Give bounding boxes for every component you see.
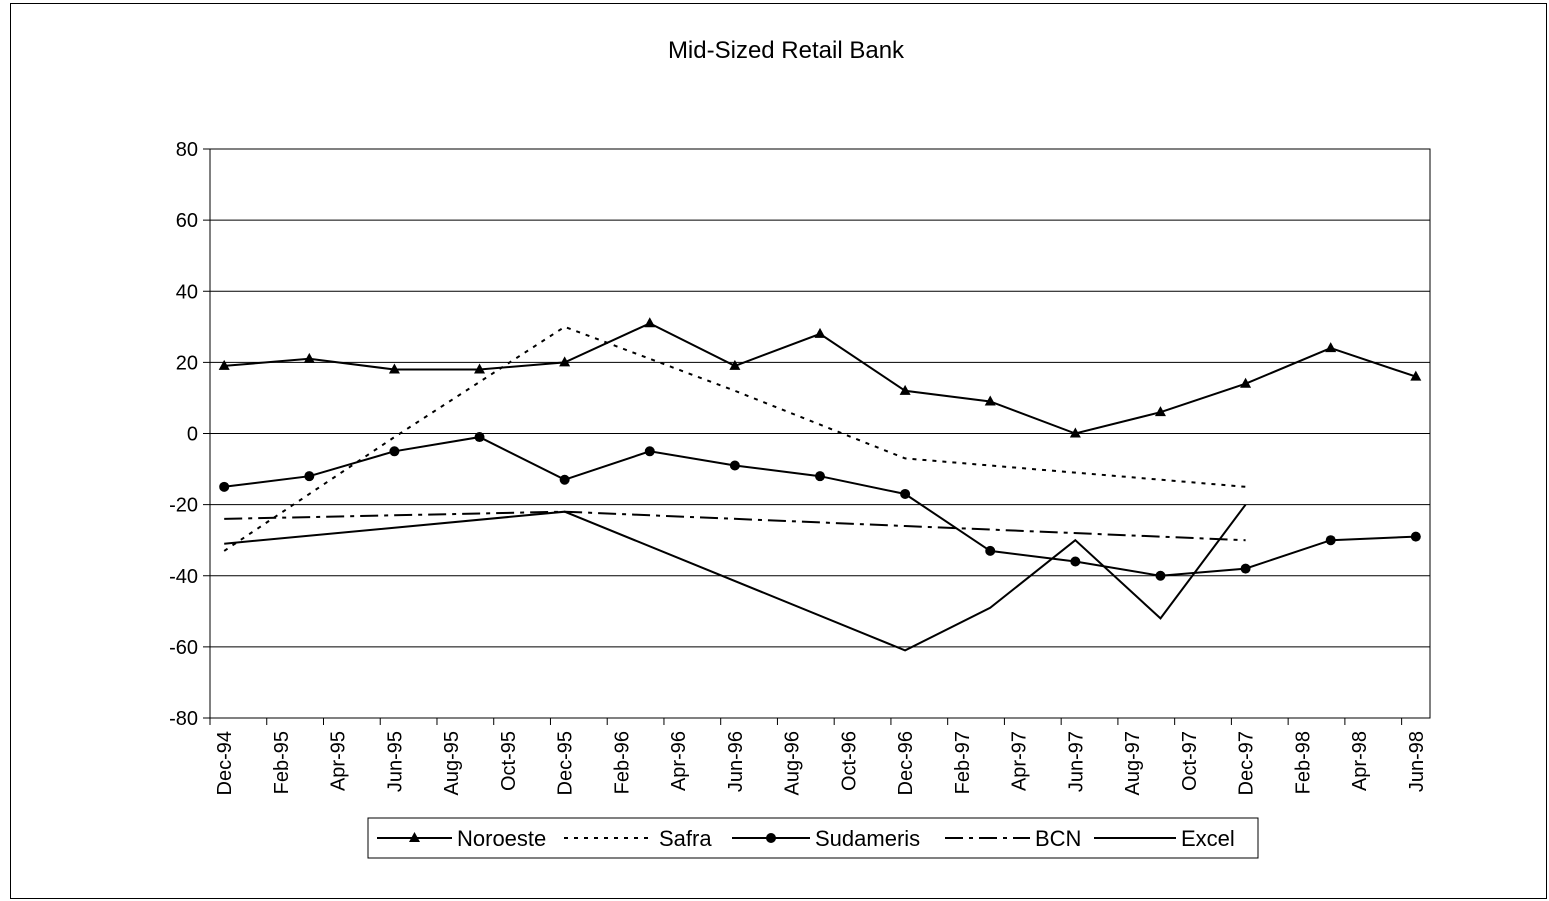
- data-point-marker: [1069, 427, 1081, 438]
- data-point-marker: [644, 317, 656, 328]
- x-tick-label: Aug-96: [782, 731, 804, 796]
- series-excel: [224, 504, 1247, 652]
- grid-lines: [210, 219, 1430, 648]
- data-point-marker: [729, 460, 740, 471]
- legend: Noroeste Safra Sudameris BCN Excel: [367, 817, 1259, 859]
- series-line: [224, 322, 1417, 435]
- series-sudameris: [219, 432, 1421, 581]
- x-tick-label: Aug-97: [1122, 731, 1144, 796]
- legend-item-excel: Excel: [1094, 826, 1235, 851]
- chart-title: Mid-Sized Retail Bank: [668, 37, 905, 64]
- series-safra: [223, 325, 1246, 552]
- series-line: [224, 510, 1246, 542]
- data-point-marker: [815, 471, 825, 482]
- x-tick-label: Apr-98: [1349, 731, 1371, 791]
- axes: 80 60 40 20 0 -20 -40 -60 -80 Dec-94 Feb-95 Apr-95 J…: [169, 139, 1428, 796]
- x-tick-label: Dec-94: [214, 731, 236, 795]
- legend-item-sudameris: Sudameris: [732, 826, 920, 851]
- y-tick-label: 20: [176, 352, 198, 374]
- x-tick-label: Dec-96: [895, 731, 917, 795]
- x-tick-label: Oct-97: [1179, 731, 1201, 791]
- x-tick-label: Feb-98: [1292, 731, 1314, 794]
- series-line: [223, 325, 1246, 552]
- x-tick-label: Apr-97: [1009, 731, 1031, 791]
- x-tick-label: Jun-96: [725, 731, 747, 792]
- data-point-marker: [1410, 531, 1421, 542]
- data-point-marker: [1410, 370, 1422, 381]
- data-point-marker: [1154, 406, 1166, 417]
- legend-label: Safra: [659, 826, 712, 851]
- x-tick-label: Feb-97: [952, 731, 974, 794]
- data-point-marker: [1155, 570, 1166, 581]
- y-tick-label: -20: [169, 495, 198, 517]
- data-point-marker: [729, 359, 741, 370]
- legend-label: Excel: [1181, 826, 1235, 851]
- data-point-marker: [1070, 556, 1081, 567]
- data-point-marker: [218, 359, 230, 370]
- data-point-marker: [474, 363, 486, 374]
- data-point-marker: [559, 356, 571, 367]
- x-tick-label: Jun-95: [384, 731, 406, 792]
- data-point-marker: [985, 545, 996, 556]
- y-tick-label: 60: [176, 210, 198, 232]
- x-tick-label: Feb-95: [271, 731, 293, 794]
- data-point-marker: [984, 395, 996, 406]
- data-point-marker: [559, 474, 570, 485]
- data-point-marker: [389, 446, 400, 457]
- data-point-marker: [388, 363, 400, 374]
- series-line: [224, 504, 1247, 652]
- y-tick-label: -80: [169, 708, 198, 730]
- y-tick-label: 80: [176, 139, 198, 161]
- data-point-marker: [814, 327, 826, 338]
- legend-item-safra: Safra: [564, 826, 712, 851]
- y-tick-label: -40: [169, 566, 198, 588]
- data-point-marker: [644, 446, 655, 457]
- data-point-marker: [409, 832, 420, 842]
- series-line: [224, 436, 1416, 577]
- x-tick-label: Oct-96: [838, 731, 860, 791]
- x-tick-label: Apr-96: [668, 731, 690, 791]
- legend-label: Noroeste: [457, 826, 546, 851]
- data-point-marker: [1240, 563, 1251, 574]
- series-noroeste: [218, 317, 1422, 438]
- legend-item-noroeste: Noroeste: [377, 826, 546, 851]
- data-point-marker: [1325, 535, 1336, 546]
- chart-frame: [10, 3, 1547, 899]
- x-tick-label: Feb-96: [611, 731, 633, 794]
- legend-label: BCN: [1035, 826, 1081, 851]
- data-point-marker: [304, 471, 315, 482]
- series-bcn: [224, 510, 1246, 542]
- x-tick-label: Dec-95: [555, 731, 577, 795]
- legend-item-bcn: BCN: [945, 826, 1081, 851]
- y-tick-label: -60: [169, 637, 198, 659]
- x-tick-label: Dec-97: [1236, 731, 1258, 795]
- y-tick-label: 40: [176, 281, 198, 303]
- data-point-marker: [219, 481, 230, 492]
- series-layer: [218, 317, 1422, 652]
- data-point-marker: [899, 384, 911, 395]
- data-point-marker: [1240, 377, 1252, 388]
- x-tick-label: Aug-95: [441, 731, 463, 796]
- data-point-marker: [474, 432, 485, 443]
- data-point-marker: [303, 352, 315, 363]
- data-point-marker: [1325, 342, 1337, 353]
- x-tick-label: Jun-97: [1065, 731, 1087, 792]
- x-tick-label: Apr-95: [328, 731, 350, 791]
- x-tick-label: Oct-95: [498, 731, 520, 791]
- y-tick-label: 0: [187, 424, 198, 446]
- x-tick-label: Jun-98: [1406, 731, 1428, 792]
- data-point-marker: [900, 488, 911, 499]
- data-point-marker: [766, 833, 776, 843]
- legend-label: Sudameris: [815, 826, 920, 851]
